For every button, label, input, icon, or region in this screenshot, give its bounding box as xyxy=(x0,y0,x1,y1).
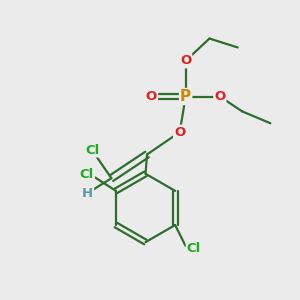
Text: H: H xyxy=(82,187,93,200)
Text: O: O xyxy=(180,54,191,67)
Text: O: O xyxy=(174,126,185,139)
Text: Cl: Cl xyxy=(187,242,201,255)
Text: O: O xyxy=(214,90,226,103)
Text: Cl: Cl xyxy=(80,168,94,181)
Text: O: O xyxy=(146,90,157,103)
Text: P: P xyxy=(180,89,191,104)
Text: Cl: Cl xyxy=(85,143,99,157)
